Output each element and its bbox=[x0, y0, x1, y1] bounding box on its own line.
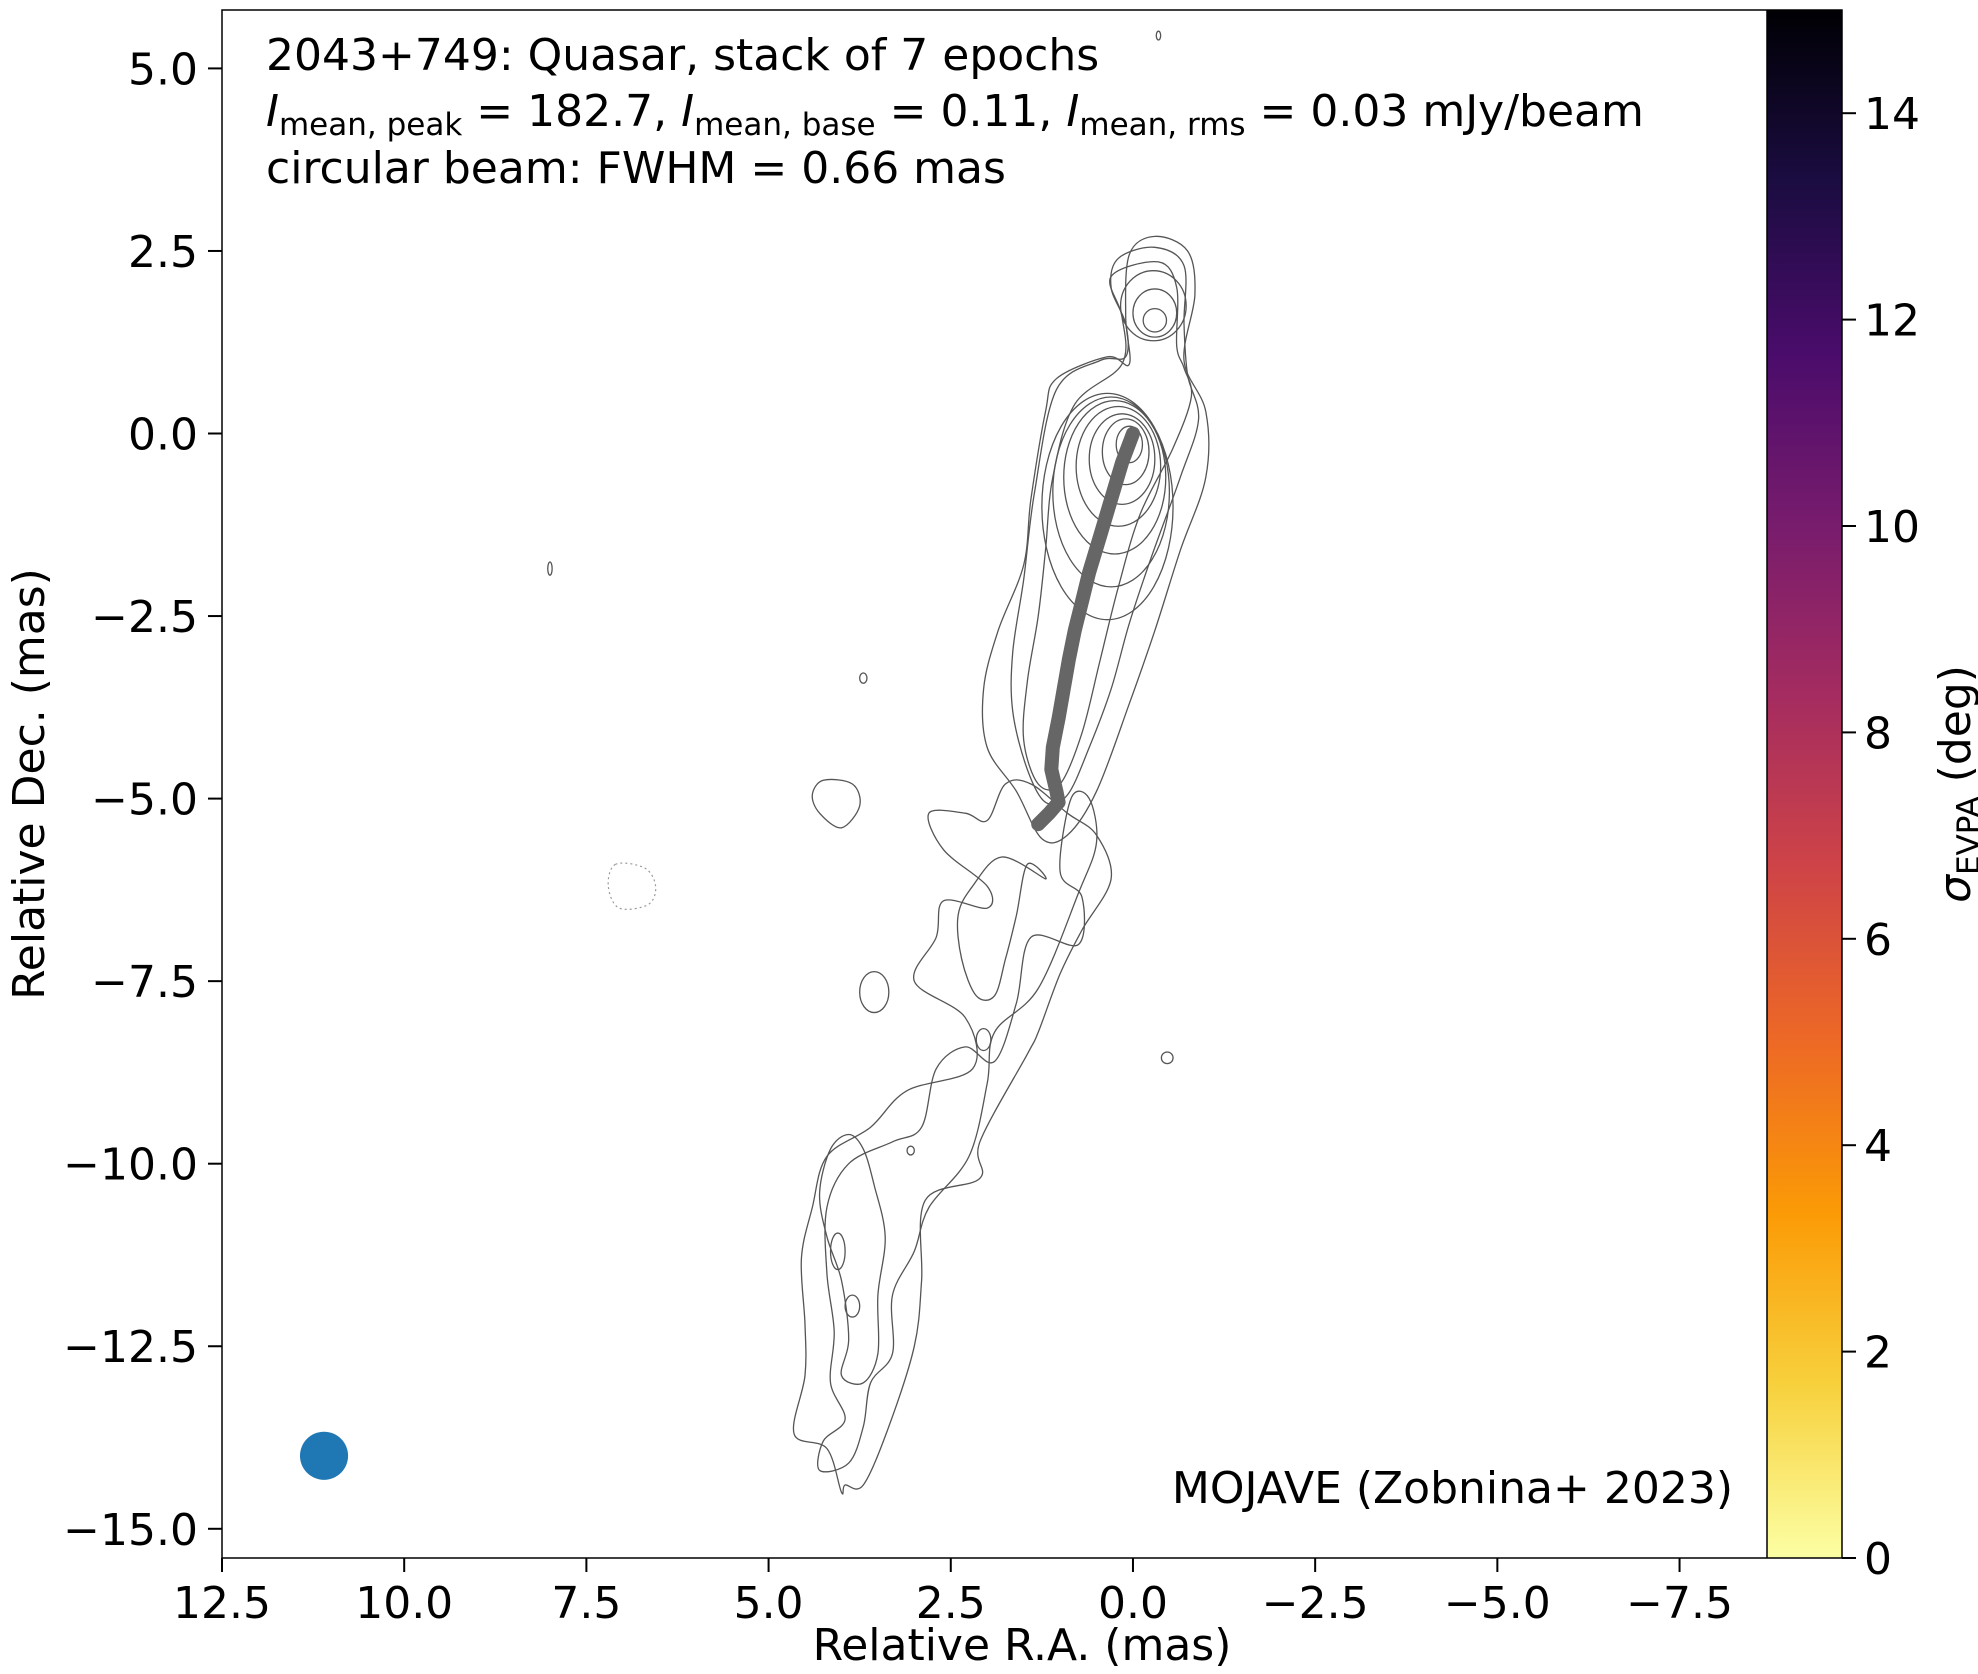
contour-line bbox=[859, 971, 890, 1014]
colorbar bbox=[1767, 10, 1842, 1558]
title-line: 2043+749: Quasar, stack of 7 epochs bbox=[266, 30, 1099, 81]
y-tick-label: −2.5 bbox=[91, 592, 198, 643]
colorbar-tick-label: 12 bbox=[1864, 296, 1920, 347]
x-tick-label: −2.5 bbox=[1262, 1578, 1369, 1629]
y-tick-label: −5.0 bbox=[91, 775, 198, 826]
ridgeline-layer bbox=[1031, 426, 1140, 832]
contour-line bbox=[829, 1232, 846, 1271]
contour-line bbox=[1063, 400, 1167, 555]
contour-line bbox=[1088, 413, 1156, 505]
colorbar-tick-label: 8 bbox=[1864, 708, 1892, 759]
contour-line bbox=[1142, 307, 1168, 333]
contour-line bbox=[792, 779, 1113, 1495]
plot-frame bbox=[221, 9, 1843, 1559]
contour-line bbox=[975, 1027, 992, 1052]
contour-line bbox=[859, 672, 868, 684]
colorbar-tick-label: 0 bbox=[1864, 1534, 1892, 1585]
beam-layer bbox=[299, 1431, 349, 1480]
contour-line bbox=[1052, 396, 1171, 588]
x-tick-label: −5.0 bbox=[1444, 1578, 1551, 1629]
colorbar-tick-label: 4 bbox=[1864, 1121, 1892, 1172]
contour-line bbox=[981, 235, 1210, 844]
y-tick-label: −10.0 bbox=[63, 1140, 198, 1191]
colorbar-label: σEVPA (deg) bbox=[1930, 665, 1978, 903]
contour-line bbox=[1132, 288, 1178, 338]
contour-line bbox=[1119, 270, 1187, 342]
colorbar-tick-label: 2 bbox=[1864, 1328, 1892, 1379]
y-tick-label: 5.0 bbox=[128, 44, 198, 95]
x-tick-label: 10.0 bbox=[355, 1578, 453, 1629]
chart-title: 2043+749: Quasar, stack of 7 epochsImean… bbox=[266, 30, 1644, 194]
x-tick-label: 0.0 bbox=[1098, 1578, 1168, 1629]
contour-layer bbox=[547, 30, 1210, 1495]
title-line: circular beam: FWHM = 0.66 mas bbox=[266, 143, 1006, 194]
plot-area bbox=[222, 10, 1767, 1558]
x-tick-label: 5.0 bbox=[734, 1578, 804, 1629]
contour-line bbox=[1075, 405, 1162, 527]
contour-line bbox=[547, 561, 553, 576]
ridgeline bbox=[1031, 426, 1140, 832]
colorbar-tick-label: 6 bbox=[1864, 915, 1892, 966]
y-tick-label: −7.5 bbox=[91, 957, 198, 1008]
colorbar-ticks: 0 2 4 6 8 10 12 14 bbox=[1842, 89, 1920, 1585]
x-axis-label: Relative R.A. (mas) bbox=[813, 1620, 1232, 1671]
contour-line bbox=[1022, 260, 1193, 791]
credit-label: MOJAVE (Zobnina+ 2023) bbox=[1172, 1463, 1733, 1514]
x-tick-label: −7.5 bbox=[1626, 1578, 1733, 1629]
y-tick-label: −12.5 bbox=[63, 1322, 198, 1373]
y-tick-label: 2.5 bbox=[128, 227, 198, 278]
contour-line bbox=[1010, 246, 1200, 805]
x-tick-label: 7.5 bbox=[551, 1578, 621, 1629]
contour-line bbox=[1041, 392, 1174, 621]
contour-line bbox=[1101, 418, 1150, 486]
title-line: Imean, peak = 182.7, Imean, base = 0.11,… bbox=[266, 86, 1644, 143]
x-axis-ticks: 12.5 10.0 7.5 5.0 2.5 0.0 −2.5 −5.0 −7.5 bbox=[173, 1558, 1733, 1629]
negative-contour-line bbox=[607, 862, 657, 910]
x-tick-label: 12.5 bbox=[173, 1578, 271, 1629]
x-tick-label: 2.5 bbox=[916, 1578, 986, 1629]
colorbar-tick-label: 14 bbox=[1864, 89, 1920, 140]
contour-line bbox=[844, 1294, 861, 1318]
contour-line bbox=[1155, 30, 1162, 41]
y-tick-label: 0.0 bbox=[128, 410, 198, 461]
contour-line bbox=[1160, 1051, 1174, 1065]
y-axis-ticks: 5.0 2.5 0.0 −2.5 −5.0 −7.5 −10.0 −12.5 −15.0 bbox=[63, 44, 222, 1556]
y-axis-label: Relative Dec. (mas) bbox=[4, 568, 55, 1000]
contour-line bbox=[818, 1133, 886, 1385]
contour-line bbox=[811, 778, 861, 829]
y-tick-label: −15.0 bbox=[63, 1505, 198, 1556]
contour-line bbox=[956, 856, 1047, 1001]
beam-circle bbox=[299, 1431, 349, 1480]
contour-line bbox=[906, 1145, 915, 1156]
colorbar-tick-label: 10 bbox=[1864, 502, 1920, 553]
